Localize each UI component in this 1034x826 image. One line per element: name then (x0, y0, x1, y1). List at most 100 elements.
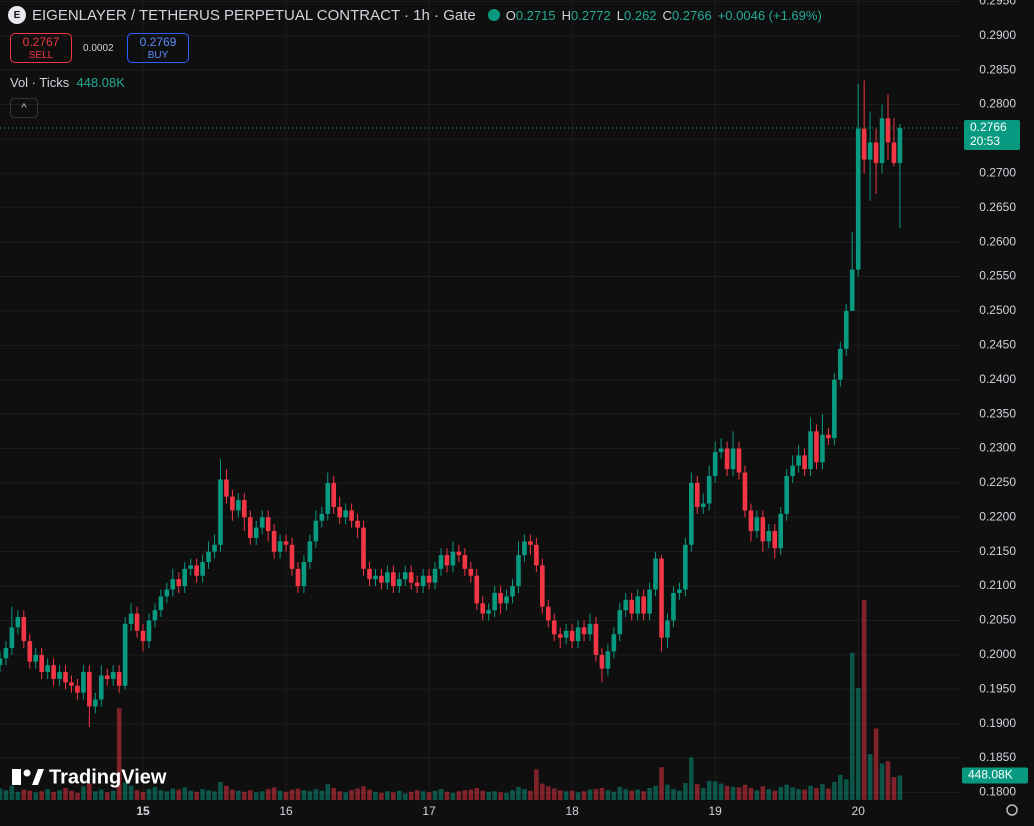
volume-bar (140, 791, 146, 800)
y-tick-label: 0.2400 (979, 372, 1016, 386)
volume-bar (802, 789, 807, 800)
candle-body (522, 541, 527, 556)
volume-bar (87, 783, 92, 800)
candle-body (426, 575, 432, 583)
candle-body (474, 575, 480, 604)
candle-body (51, 665, 56, 679)
candle-body (337, 506, 342, 518)
y-tick-label: 0.2000 (979, 647, 1016, 661)
ohlc-value: 0.2766 (671, 7, 712, 23)
volume-bar (599, 787, 605, 800)
y-tick-label: 0.2800 (979, 97, 1016, 111)
candle-body (110, 672, 116, 679)
ohlc-legend: O0.2715 H0.2772 L0.262 C0.2766 +0.0046 (+1.6… (506, 8, 822, 23)
candle-body (349, 510, 354, 521)
volume-bar (212, 791, 217, 800)
volume-bar (373, 791, 378, 800)
candle-body (772, 531, 778, 549)
volume-bar (283, 791, 289, 800)
volume-bar (104, 792, 110, 800)
candle-body (158, 596, 164, 611)
candle-body (486, 610, 491, 614)
volume-bar (247, 790, 253, 800)
candle-body (897, 127, 903, 164)
volume-bar (832, 781, 837, 800)
volume-bar (462, 790, 468, 800)
y-tick-label: 0.2100 (979, 578, 1016, 592)
volume-bar (748, 787, 754, 800)
volume-bar (182, 787, 188, 800)
volume-bar (659, 767, 664, 800)
volume-bar (545, 786, 551, 800)
ohlc-item: H0.2772 (562, 8, 611, 23)
buy-price: 0.2769 (139, 35, 177, 49)
candle-body (528, 541, 533, 545)
candle-body (242, 500, 247, 518)
candle-body (808, 431, 813, 470)
volume-bar (265, 789, 271, 800)
change: +0.0046 (+1.69%) (717, 7, 822, 23)
candle-body (98, 675, 104, 700)
volume-bar (700, 787, 706, 800)
volume-bar (385, 791, 390, 800)
candle-body (176, 579, 182, 587)
sell-button[interactable]: 0.2767 SELL (10, 33, 72, 63)
candle-body (408, 572, 414, 583)
candle-body (694, 482, 700, 507)
volume-bar (480, 790, 486, 800)
volume-bar (796, 789, 801, 800)
collapse-button[interactable]: ^ (10, 98, 38, 118)
candle-body (778, 513, 784, 549)
volume-bar (808, 785, 813, 800)
last-price-label: 0.2766 (970, 120, 1007, 134)
candle-body (867, 142, 873, 160)
volume-bar (361, 786, 366, 800)
volume-bar (3, 790, 9, 800)
buy-button[interactable]: 0.2769 BUY (127, 33, 189, 63)
candle-body (307, 541, 313, 562)
volume-bar (754, 790, 760, 800)
sell-price: 0.2767 (22, 35, 60, 49)
candle-body (379, 575, 384, 583)
volume-bar (307, 791, 313, 800)
candle-body (218, 479, 223, 545)
volume-bar (867, 754, 873, 800)
ohlc-item: C0.2766 (663, 8, 712, 23)
candle-body (587, 623, 593, 635)
watermark: TradingView (49, 766, 167, 788)
countdown: 20:53 (970, 134, 1000, 148)
candle-body (617, 610, 623, 635)
candle-body (790, 465, 795, 477)
candle-body (188, 565, 193, 569)
volume-bar (367, 789, 372, 800)
candle-body (641, 596, 646, 614)
ohlc-key: C (662, 7, 672, 23)
candle-body (683, 544, 688, 590)
candle-body (69, 682, 74, 686)
y-tick-label: 0.2200 (979, 509, 1016, 523)
settings-icon[interactable] (1006, 804, 1018, 816)
candle-body (230, 496, 235, 511)
y-tick-label: 0.2850 (979, 62, 1016, 76)
candle-body (206, 551, 211, 562)
sell-label: SELL (28, 50, 54, 61)
volume-bar (295, 788, 301, 800)
x-tick-label: 15 (136, 804, 150, 818)
volume-bar (665, 784, 670, 800)
volume-bar (677, 790, 682, 800)
volume-bar (355, 788, 360, 800)
volume-bar (557, 790, 563, 800)
volume-bar (575, 792, 581, 800)
candle-body (271, 531, 277, 552)
volume-bar (116, 708, 122, 800)
ohlc-item: O0.2715 (506, 8, 556, 23)
candle-body (605, 651, 611, 669)
candle-body (39, 654, 44, 673)
candle-body (128, 613, 134, 624)
volume-bar (784, 784, 789, 800)
volume-bar (402, 793, 408, 800)
volume-title: Vol · Ticks (10, 75, 70, 90)
volume-bar (93, 791, 98, 800)
candle-body (557, 634, 563, 638)
